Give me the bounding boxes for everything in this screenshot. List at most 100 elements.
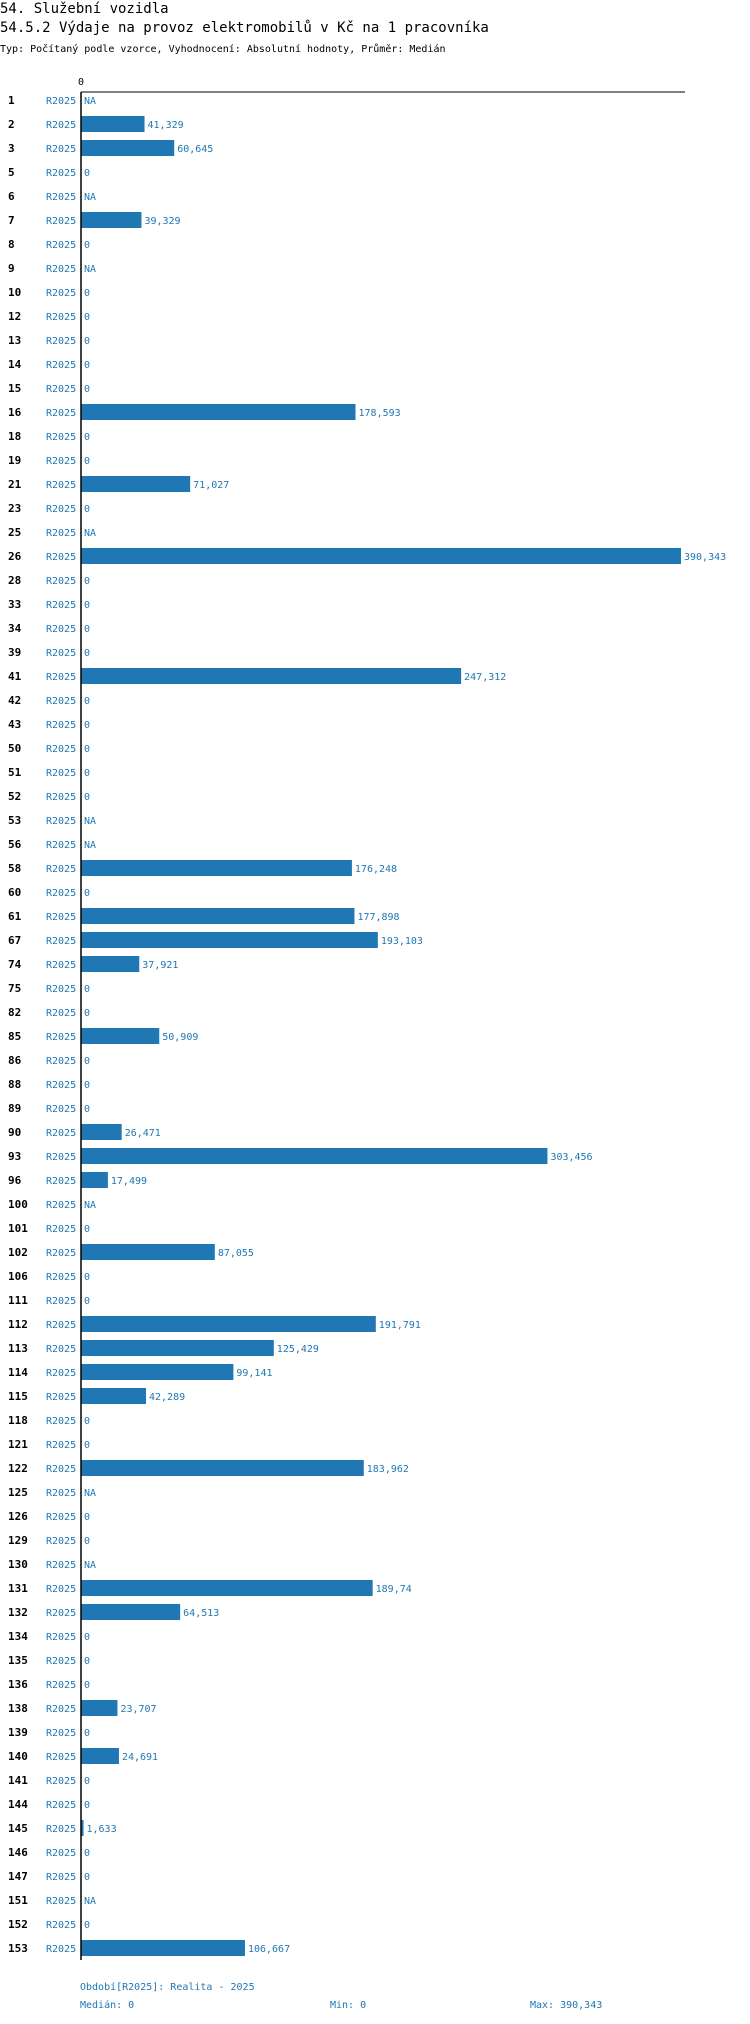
series-label: R2025 [46,936,76,947]
data-label: 183,962 [367,1464,409,1475]
bar [81,1820,84,1836]
data-label: 177,898 [357,912,399,923]
data-label: NA [84,816,96,827]
series-label: R2025 [46,1440,76,1451]
data-label: 0 [84,744,90,755]
row-id: 2 [8,118,15,131]
data-label: 0 [84,1416,90,1427]
series-label: R2025 [46,288,76,299]
bar [81,1244,215,1260]
data-label: 0 [84,888,90,899]
bar [81,1460,364,1476]
row-id: 114 [8,1366,28,1379]
data-label: NA [84,1560,96,1571]
footer-max: Max: 390,343 [530,2000,602,2011]
bar [81,956,140,972]
row-id: 132 [8,1606,28,1619]
data-label: 247,312 [464,672,506,683]
row-id: 141 [8,1774,28,1787]
data-label: 64,513 [183,1608,219,1619]
footer-period: Období[R2025]: Realita - 2025 [80,1981,255,1993]
data-label: 0 [84,1920,90,1931]
series-label: R2025 [46,1536,76,1547]
bar [81,1388,147,1404]
row-id: 130 [8,1558,28,1571]
data-label: NA [84,192,96,203]
row-id: 50 [8,742,21,755]
series-label: R2025 [46,1632,76,1643]
row-id: 111 [8,1294,28,1307]
data-label: 0 [84,432,90,443]
data-label: 0 [84,336,90,347]
bar [81,908,355,924]
row-id: 8 [8,238,15,251]
series-label: R2025 [46,1152,76,1163]
chart-rows: 1 R2025 NA 2 R2025 41,329 3 R2025 60,645 5 R2025 0 6… [8,94,726,1956]
series-label: R2025 [46,744,76,755]
series-label: R2025 [46,1704,76,1715]
series-label: R2025 [46,528,76,539]
series-label: R2025 [46,1128,76,1139]
series-label: R2025 [46,840,76,851]
bar [81,476,191,492]
row-id: 88 [8,1078,21,1091]
row-id: 5 [8,166,15,179]
row-id: 147 [8,1870,28,1883]
row-id: 6 [8,190,15,203]
data-label: 0 [84,1536,90,1547]
row-id: 131 [8,1582,28,1595]
series-label: R2025 [46,1032,76,1043]
data-label: 0 [84,1680,90,1691]
bar [81,1748,119,1764]
series-label: R2025 [46,1104,76,1115]
row-id: 144 [8,1798,28,1811]
row-id: 153 [8,1942,28,1955]
bar [81,1148,548,1164]
row-id: 39 [8,646,21,659]
bar [81,212,142,228]
data-label: NA [84,96,96,107]
row-id: 13 [8,334,21,347]
data-label: 0 [84,1056,90,1067]
bar [81,1700,118,1716]
bar [81,1940,245,1956]
row-id: 53 [8,814,21,827]
series-label: R2025 [46,336,76,347]
data-label: 0 [84,456,90,467]
series-label: R2025 [46,1392,76,1403]
data-label: 0 [84,768,90,779]
series-label: R2025 [46,576,76,587]
bar [81,1580,373,1596]
bar [81,1364,234,1380]
series-label: R2025 [46,1056,76,1067]
row-id: 125 [8,1486,28,1499]
data-label: NA [84,1200,96,1211]
data-label: 0 [84,1872,90,1883]
data-label: 39,329 [144,216,180,227]
data-label: 0 [84,720,90,731]
data-label: 0 [84,600,90,611]
row-id: 136 [8,1678,28,1691]
series-label: R2025 [46,1488,76,1499]
data-label: 0 [84,288,90,299]
row-id: 15 [8,382,21,395]
data-label: 0 [84,1104,90,1115]
series-label: R2025 [46,384,76,395]
data-label: 0 [84,648,90,659]
series-label: R2025 [46,1656,76,1667]
series-label: R2025 [46,456,76,467]
series-label: R2025 [46,1584,76,1595]
data-label: 0 [84,1512,90,1523]
row-id: 74 [8,958,22,971]
row-id: 1 [8,94,15,107]
row-id: 101 [8,1222,28,1235]
series-label: R2025 [46,1344,76,1355]
data-label: 0 [84,1272,90,1283]
bar [81,1172,108,1188]
row-id: 52 [8,790,21,803]
series-label: R2025 [46,1920,76,1931]
series-label: R2025 [46,672,76,683]
row-id: 10 [8,286,21,299]
row-id: 118 [8,1414,28,1427]
